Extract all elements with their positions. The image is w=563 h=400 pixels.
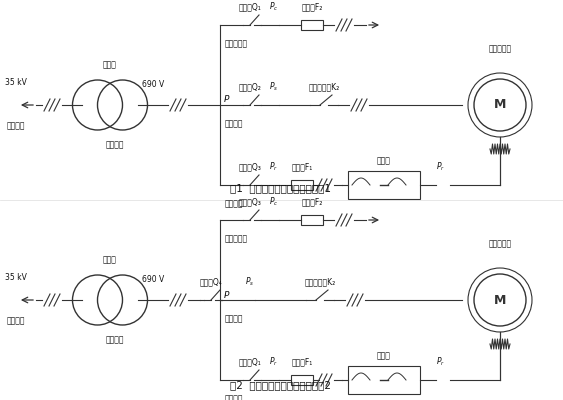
Text: 定子回路: 定子回路: [225, 314, 244, 323]
Text: $P_r$: $P_r$: [270, 356, 279, 368]
Text: 发电回路: 发电回路: [106, 140, 124, 149]
Text: 转子回路: 转子回路: [225, 394, 244, 400]
Text: 至变电站: 至变电站: [7, 316, 25, 325]
Text: 690 V: 690 V: [142, 275, 164, 284]
Text: 并网接触器K₂: 并网接触器K₂: [305, 277, 336, 286]
Text: $P_s$: $P_s$: [245, 276, 254, 288]
Text: $P_s$: $P_s$: [269, 80, 279, 93]
Text: 熔断器F₁: 熔断器F₁: [292, 357, 312, 366]
Text: $P_r$: $P_r$: [436, 160, 445, 173]
Text: 断路器Q₄: 断路器Q₄: [200, 277, 222, 286]
Text: 自用电回路: 自用电回路: [225, 234, 248, 243]
Text: $P_c$: $P_c$: [269, 196, 279, 208]
Text: 自用电回路: 自用电回路: [225, 39, 248, 48]
Text: 断路器Q₁: 断路器Q₁: [239, 2, 261, 11]
Text: 熔断器F₂: 熔断器F₂: [301, 2, 323, 11]
Bar: [291, 375, 313, 385]
Text: M: M: [494, 98, 506, 112]
Text: $P_r$: $P_r$: [270, 160, 279, 173]
Bar: [301, 20, 323, 30]
Text: 发电回路: 发电回路: [106, 335, 124, 344]
Text: 变压器: 变压器: [103, 60, 117, 69]
Text: $P_r$: $P_r$: [436, 356, 445, 368]
Text: 至变电站: 至变电站: [7, 121, 25, 130]
Text: P: P: [224, 290, 229, 300]
Text: 690 V: 690 V: [142, 80, 164, 89]
Bar: [301, 215, 323, 225]
Text: M: M: [494, 294, 506, 306]
Text: P: P: [224, 96, 229, 104]
Text: 熔断器F₂: 熔断器F₂: [301, 197, 323, 206]
Text: 逆变器: 逆变器: [377, 156, 391, 165]
Bar: [348, 171, 420, 199]
Text: 35 kV: 35 kV: [5, 78, 27, 87]
Text: 变压器: 变压器: [103, 255, 117, 264]
Text: $P_c$: $P_c$: [269, 0, 279, 13]
Text: 逆变器: 逆变器: [377, 351, 391, 360]
Text: 图1  双馈风电机组主回路简化图1: 图1 双馈风电机组主回路简化图1: [230, 183, 332, 193]
Text: 断路器Q₃: 断路器Q₃: [239, 197, 261, 206]
Text: 并网接触器K₂: 并网接触器K₂: [309, 82, 339, 91]
Text: 断路器Q₁: 断路器Q₁: [239, 357, 261, 366]
Text: 断路器Q₂: 断路器Q₂: [239, 82, 261, 91]
Text: 定子回路: 定子回路: [225, 119, 244, 128]
Bar: [291, 180, 313, 190]
Bar: [348, 366, 420, 394]
Text: 图2  双馈风电机组主回路简化图2: 图2 双馈风电机组主回路简化图2: [230, 380, 332, 390]
Text: 双馈发电机: 双馈发电机: [489, 239, 512, 248]
Text: 熔断器F₁: 熔断器F₁: [292, 162, 312, 171]
Text: 35 kV: 35 kV: [5, 273, 27, 282]
Text: 断路器Q₃: 断路器Q₃: [239, 162, 261, 171]
Text: 双馈发电机: 双馈发电机: [489, 44, 512, 53]
Text: 转子回路: 转子回路: [225, 199, 244, 208]
